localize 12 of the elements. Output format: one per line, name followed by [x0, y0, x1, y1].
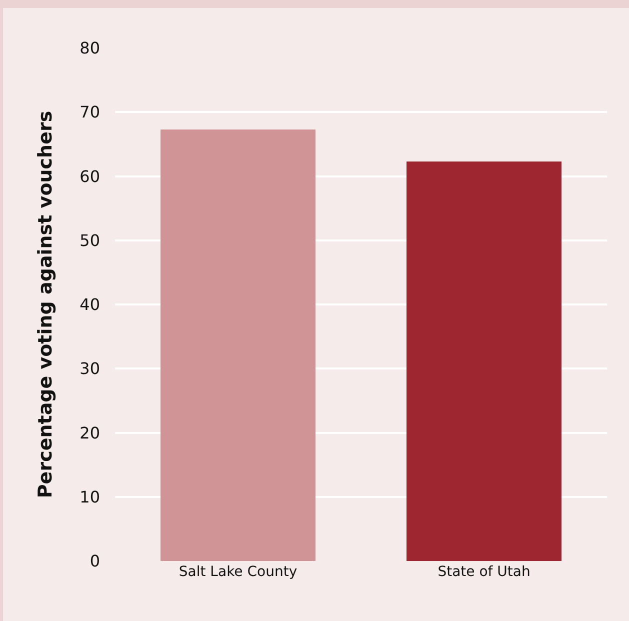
y-tick-label: 70: [80, 102, 100, 122]
y-tick-label: 50: [80, 230, 100, 250]
y-tick-label: 10: [80, 487, 100, 506]
y-tick-label: 60: [80, 166, 100, 186]
x-tick-label: State of Utah: [438, 564, 530, 580]
y-tick-label: 0: [90, 552, 100, 571]
y-tick-label: 20: [80, 423, 100, 442]
y-tick-label: 80: [80, 38, 100, 58]
y-tick-label: 40: [80, 295, 100, 314]
x-tick-label: Salt Lake County: [178, 564, 298, 580]
y-tick-label: 30: [80, 359, 100, 378]
y-axis-title: Percentage voting against vouchers: [34, 110, 56, 498]
